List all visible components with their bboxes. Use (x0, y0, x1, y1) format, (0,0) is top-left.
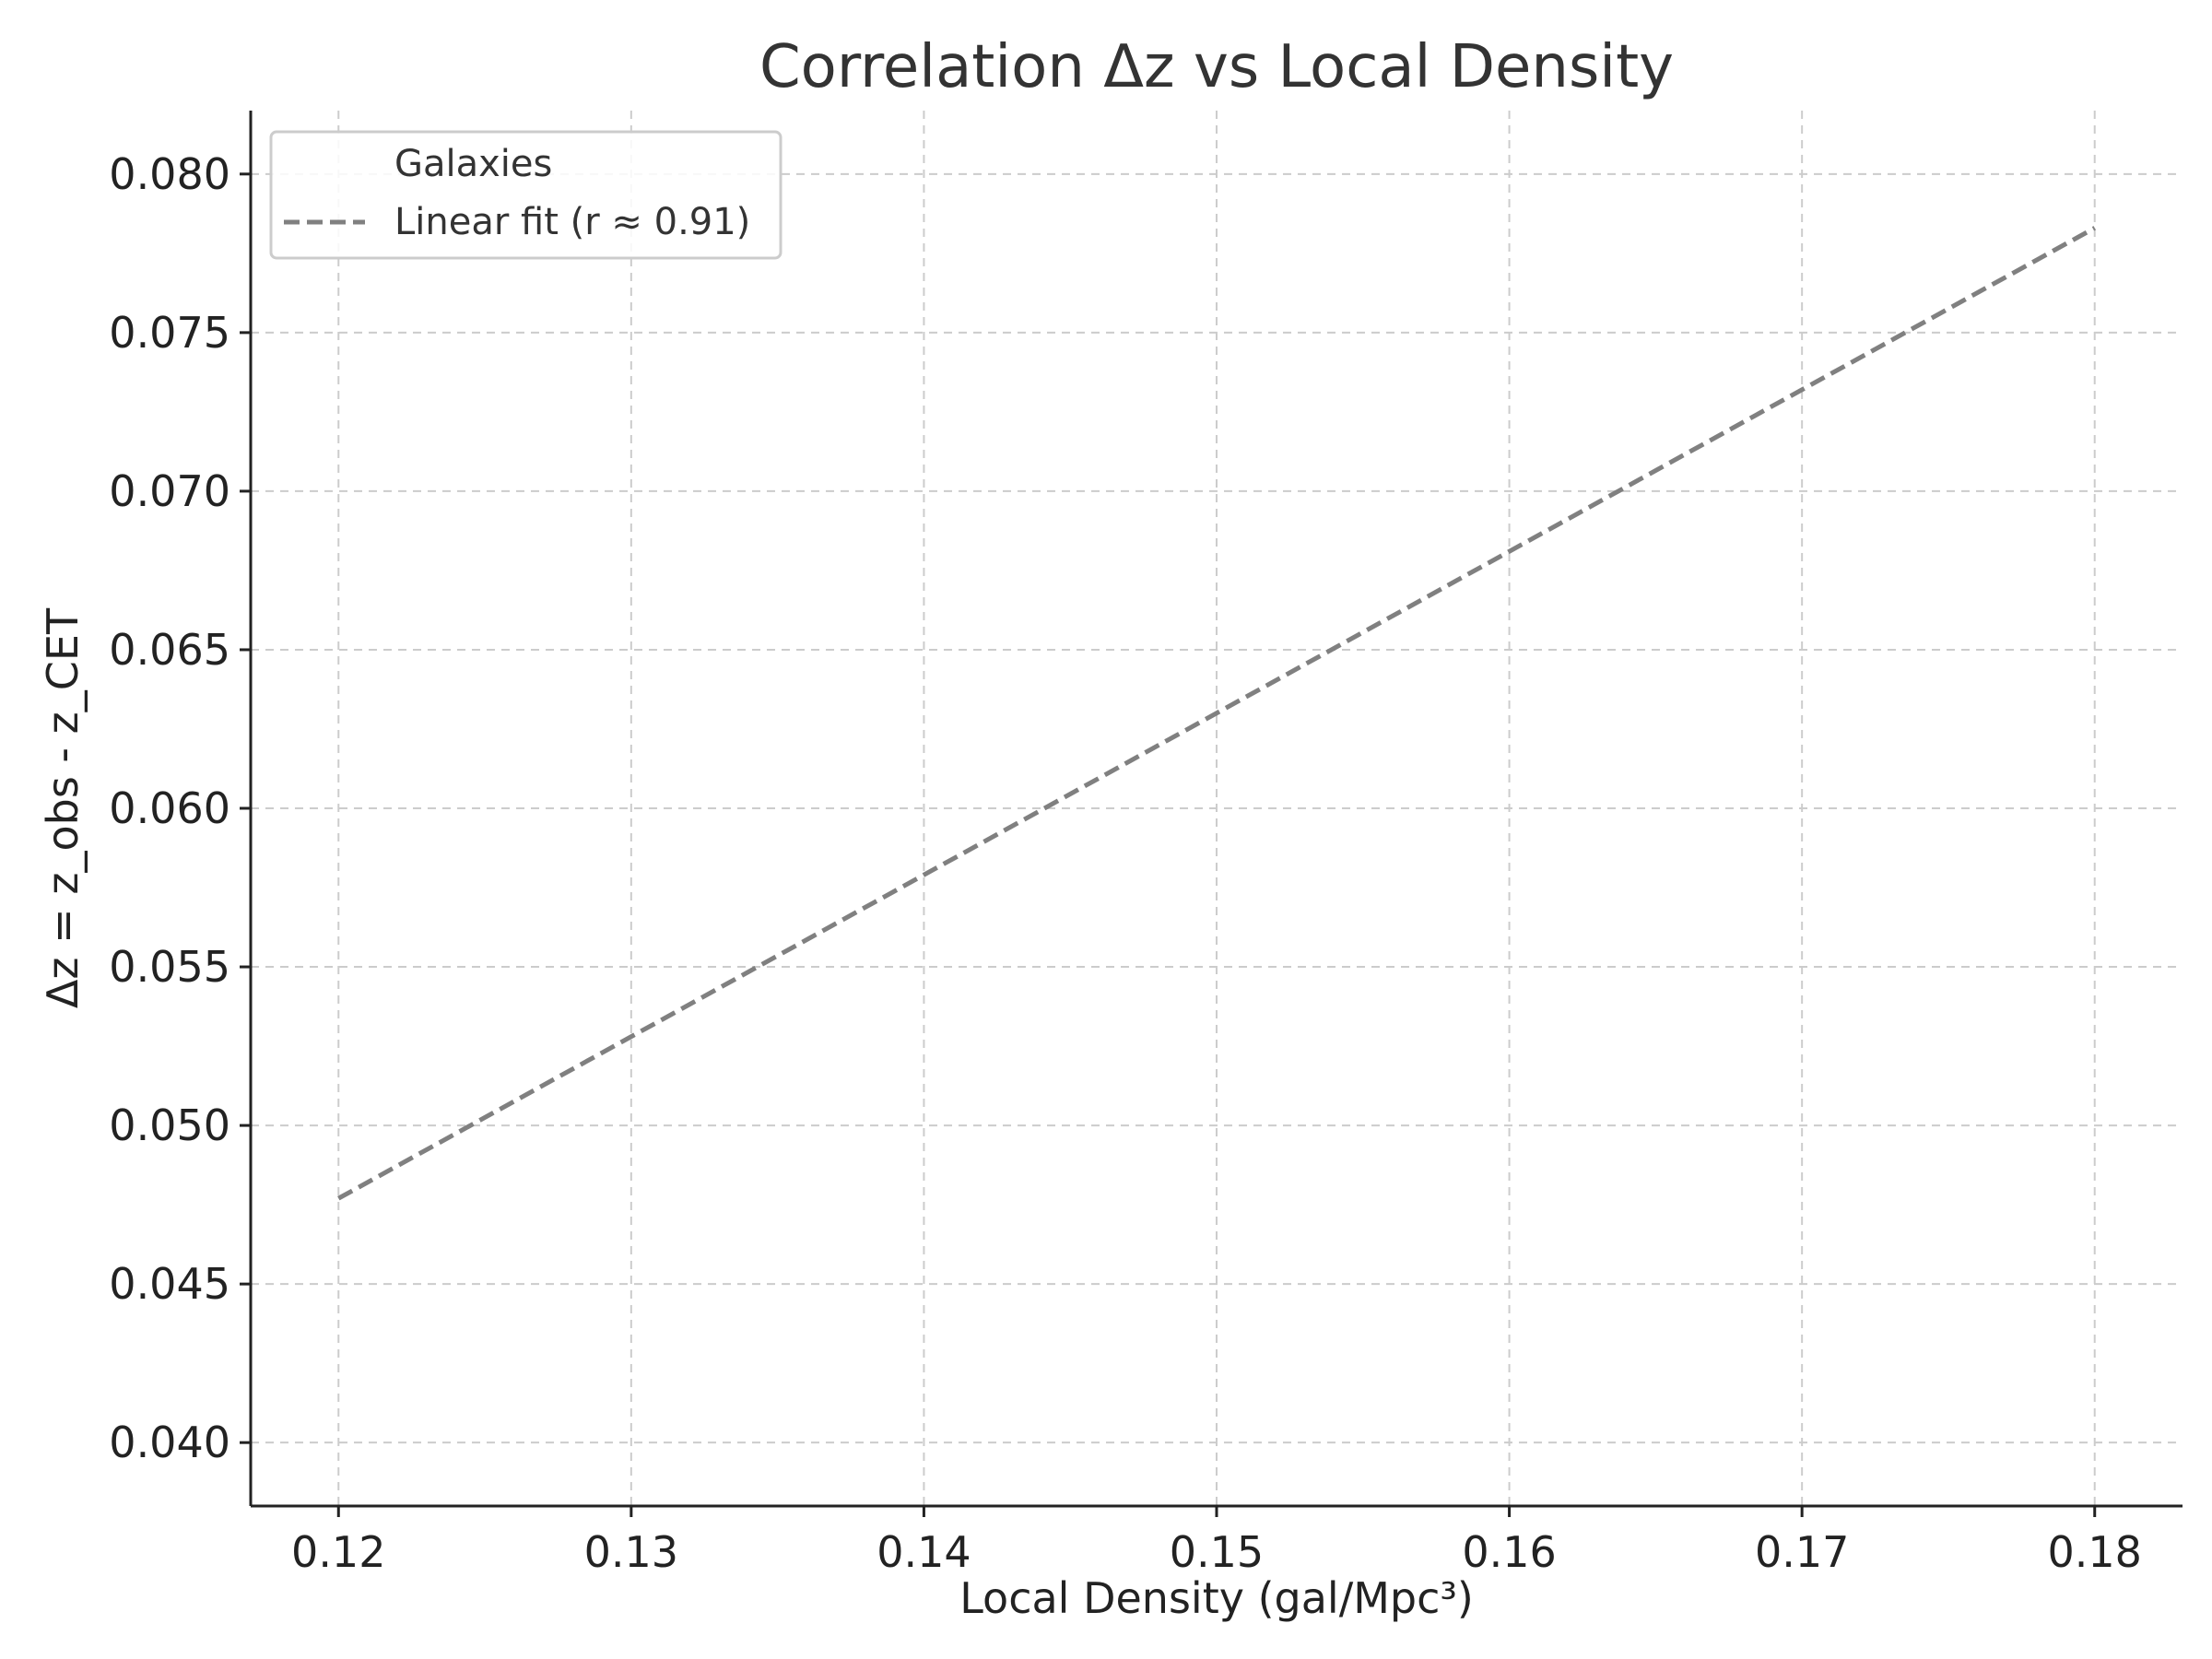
y-tick-label: 0.080 (109, 149, 230, 199)
x-axis-label: Local Density (gal/Mpc³) (959, 1573, 1474, 1623)
x-tick-label: 0.14 (877, 1527, 971, 1577)
x-tick-label: 0.18 (2048, 1527, 2142, 1577)
y-tick-label: 0.050 (109, 1100, 230, 1150)
series-layer (337, 226, 2096, 1201)
y-tick-label: 0.075 (109, 308, 230, 358)
y-tick-label: 0.065 (109, 625, 230, 675)
y-tick-label: 0.055 (109, 942, 230, 992)
legend-label-linear-fit: Linear fit (r ≈ 0.91) (394, 201, 750, 243)
y-tick-label: 0.070 (109, 466, 230, 516)
x-tick-label: 0.15 (1170, 1527, 1264, 1577)
y-axis-label: Δz = z_obs - z_CET (38, 607, 88, 1008)
legend: Galaxies Linear fit (r ≈ 0.91) (269, 130, 782, 260)
x-tick-label: 0.17 (1755, 1527, 1849, 1577)
y-tick-label: 0.045 (109, 1259, 230, 1309)
ticks-layer: 0.12 0.13 0.14 0.15 0.16 0.17 0.18 0.040 0.045 0.… (109, 149, 2142, 1577)
x-tick-label: 0.16 (1462, 1527, 1556, 1577)
legend-label-galaxies: Galaxies (394, 143, 552, 185)
chart-title: Correlation Δz vs Local Density (759, 33, 1674, 101)
y-tick-label: 0.040 (109, 1418, 230, 1467)
grid-layer (251, 111, 2183, 1506)
x-tick-label: 0.12 (291, 1527, 385, 1577)
linear-fit-line (337, 226, 2096, 1201)
y-tick-label: 0.060 (109, 783, 230, 833)
legend-box (269, 130, 782, 260)
x-tick-label: 0.13 (584, 1527, 678, 1577)
